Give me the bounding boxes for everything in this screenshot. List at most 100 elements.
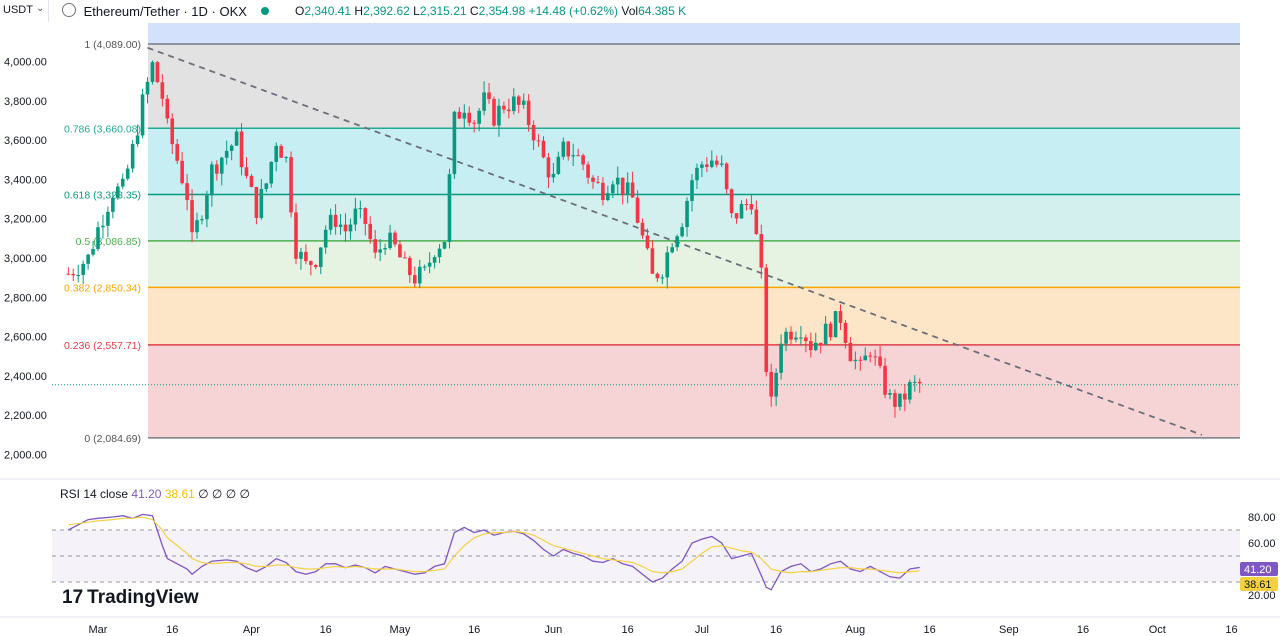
candle-body xyxy=(215,164,219,174)
candle-body xyxy=(259,188,264,218)
candle-body xyxy=(130,144,135,169)
close-value: 2,354.98 xyxy=(478,4,526,18)
candle-body xyxy=(304,251,308,262)
candle-body xyxy=(561,141,566,157)
candle-body xyxy=(111,197,115,212)
candle-body xyxy=(828,323,833,338)
candle-body xyxy=(601,182,605,201)
candle-body xyxy=(66,273,71,275)
candles xyxy=(66,60,922,418)
time-tick-label: Oct xyxy=(1149,624,1166,636)
rsi-ma-line xyxy=(68,516,920,574)
candle-body xyxy=(482,92,486,111)
candle-body xyxy=(645,235,650,249)
candle-body xyxy=(531,124,536,141)
candle-body xyxy=(546,157,551,178)
candle-body xyxy=(507,109,511,112)
candle-body xyxy=(690,180,694,201)
candle-body xyxy=(318,247,323,268)
low-label: L xyxy=(413,4,420,18)
candle-body xyxy=(739,204,744,219)
candle-body xyxy=(710,160,714,167)
candle-body xyxy=(556,156,561,174)
candle-body xyxy=(145,81,150,95)
candle-body xyxy=(754,209,759,235)
candle-body xyxy=(487,92,491,100)
close-label: C xyxy=(469,4,479,18)
candle-body xyxy=(903,393,907,400)
candle-body xyxy=(86,254,90,264)
candle-body xyxy=(314,264,318,268)
candle-body xyxy=(462,112,467,119)
fib-band xyxy=(148,128,1240,195)
candle-body xyxy=(521,100,526,105)
rsi-extra: ∅ ∅ ∅ ∅ xyxy=(198,487,250,501)
candle-body xyxy=(497,105,501,126)
ohlc-readout: O2,340.41 H2,392.62 L2,315.21 C2,354.98 … xyxy=(295,4,686,18)
candle-body xyxy=(120,178,125,187)
time-tick-label: 16 xyxy=(622,624,634,636)
candle-body xyxy=(794,337,798,340)
candle-body xyxy=(432,257,437,263)
candle-body xyxy=(195,220,199,233)
candle-body xyxy=(838,311,843,323)
candle-body xyxy=(106,211,110,226)
candle-body xyxy=(536,140,541,142)
price-tick-label: 2,000.00 xyxy=(4,450,47,462)
candle-body xyxy=(91,248,95,255)
candle-body xyxy=(611,184,615,194)
candle-body xyxy=(373,239,377,253)
candle-body xyxy=(516,96,521,105)
fib-band xyxy=(148,287,1240,345)
candle-body xyxy=(615,177,620,185)
candle-body xyxy=(665,252,670,278)
candle-body xyxy=(848,342,853,362)
candle-body xyxy=(804,337,808,342)
currency-selector[interactable]: USDT ⌄ xyxy=(0,0,49,22)
candle-body xyxy=(685,200,689,228)
candle-body xyxy=(714,160,719,165)
price-axis: 2,000.00 2,200.00 2,400.00 2,600.00 2,800.00… xyxy=(4,57,47,462)
candle-body xyxy=(254,186,259,218)
volume-label: Vol xyxy=(621,4,639,18)
candle-body xyxy=(274,145,278,162)
candle-body xyxy=(630,182,635,198)
candle-body xyxy=(180,160,184,184)
candle-body xyxy=(818,342,823,345)
time-tick-label: 16 xyxy=(1077,624,1089,636)
candle-body xyxy=(650,248,655,274)
candle-body xyxy=(591,177,595,182)
tradingview-logo[interactable]: 17 TradingView xyxy=(62,587,199,609)
candle-body xyxy=(155,62,160,83)
candle-body xyxy=(695,167,699,181)
high-value: 2,392.62 xyxy=(363,4,410,18)
candle-body xyxy=(447,174,452,243)
candle-body xyxy=(606,193,610,201)
candle-body xyxy=(863,355,868,361)
symbol-title[interactable]: Ethereum/Tether · 1D · OKX xyxy=(62,3,269,19)
candle-body xyxy=(512,96,516,112)
candle-body xyxy=(823,323,828,345)
price-tick-label: 3,200.00 xyxy=(4,214,47,226)
candle-body xyxy=(284,157,288,159)
rsi-ma-value: 38.61 xyxy=(164,487,195,501)
fib-label: 0.618 (3,323.35) xyxy=(64,189,141,201)
candle-body xyxy=(566,141,571,157)
candle-body xyxy=(898,393,902,407)
candle-body xyxy=(888,393,892,395)
candle-body xyxy=(700,164,704,168)
candle-body xyxy=(571,155,575,157)
price-tick-label: 2,200.00 xyxy=(4,410,47,422)
candle-body xyxy=(472,122,476,124)
candle-body xyxy=(165,98,170,119)
candle-body xyxy=(205,195,209,220)
candle-body xyxy=(200,219,204,221)
candle-body xyxy=(799,337,803,339)
candle-body xyxy=(784,331,788,344)
candle-body xyxy=(224,150,229,158)
candle-body xyxy=(457,111,462,119)
time-tick-label: Mar xyxy=(89,624,108,636)
price-tick-label: 3,400.00 xyxy=(4,174,47,186)
candle-body xyxy=(581,155,585,165)
